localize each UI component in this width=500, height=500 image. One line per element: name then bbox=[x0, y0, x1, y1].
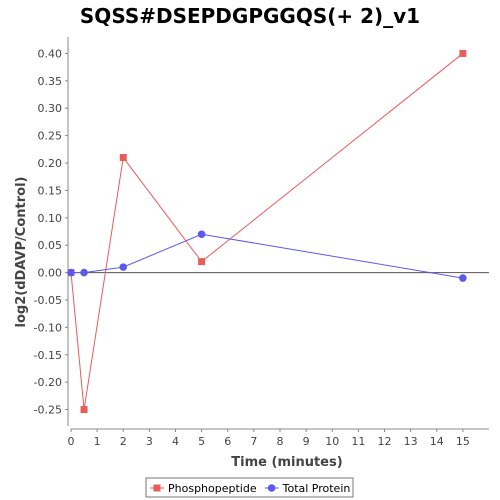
y-tick-label: 0.25 bbox=[38, 130, 63, 143]
x-tick-label: 0 bbox=[68, 435, 75, 448]
series-layer bbox=[67, 49, 467, 414]
legend-label: Total Protein bbox=[282, 482, 351, 495]
legend-marker bbox=[153, 484, 161, 492]
x-axis-ticks: 0 1 2 3 4 5 6 7 8 9 10 11 12 13 14 15 bbox=[68, 429, 470, 448]
data-point bbox=[119, 263, 128, 271]
y-tick-label: -0.25 bbox=[34, 404, 62, 417]
chart-title: SQSS#DSEPDGPGGQS(+ 2)_v1 bbox=[80, 4, 420, 28]
data-point bbox=[80, 406, 88, 414]
y-tick-label: 0.00 bbox=[38, 267, 63, 280]
x-tick-label: 10 bbox=[325, 435, 339, 448]
x-tick-label: 3 bbox=[146, 435, 153, 448]
x-tick-label: 11 bbox=[351, 435, 365, 448]
y-tick-label: 0.10 bbox=[38, 212, 63, 225]
y-axis-ticks: -0.25 -0.20 -0.15 -0.10 -0.05 0.00 0.05 0.10 0.1… bbox=[34, 47, 68, 417]
data-point bbox=[119, 154, 127, 162]
x-tick-label: 1 bbox=[94, 435, 101, 448]
x-tick-label: 12 bbox=[378, 435, 392, 448]
y-tick-label: -0.15 bbox=[34, 349, 62, 362]
data-point bbox=[198, 258, 206, 266]
x-tick-label: 4 bbox=[172, 435, 179, 448]
y-axis-label: log2(dDAVP/Control) bbox=[14, 177, 29, 328]
plot-area bbox=[71, 37, 489, 426]
x-tick-label: 14 bbox=[430, 435, 444, 448]
y-tick-label: -0.10 bbox=[34, 321, 62, 334]
y-tick-label: 0.05 bbox=[38, 239, 63, 252]
data-point bbox=[197, 230, 206, 239]
series-total-protein bbox=[67, 230, 467, 282]
data-point bbox=[67, 268, 75, 277]
y-tick-label: -0.20 bbox=[34, 376, 62, 389]
data-point bbox=[80, 268, 88, 277]
y-tick-label: 0.30 bbox=[38, 102, 63, 115]
x-tick-label: 15 bbox=[456, 435, 470, 448]
data-point bbox=[459, 274, 467, 282]
y-tick-label: -0.05 bbox=[34, 294, 62, 307]
x-tick-label: 2 bbox=[120, 435, 127, 448]
legend: Phosphopeptide Total Protein bbox=[145, 477, 354, 498]
legend-box bbox=[145, 477, 354, 498]
y-tick-label: 0.15 bbox=[38, 184, 63, 197]
x-tick-label: 13 bbox=[404, 435, 418, 448]
legend-marker bbox=[267, 484, 276, 492]
legend-item: Total Protein bbox=[264, 482, 351, 495]
x-tick-label: 7 bbox=[250, 435, 257, 448]
y-tick-label: 0.40 bbox=[38, 47, 63, 60]
x-tick-label: 8 bbox=[277, 435, 284, 448]
x-tick-label: 6 bbox=[224, 435, 231, 448]
legend-item: Phosphopeptide bbox=[150, 482, 257, 495]
x-axis-label: Time (minutes) bbox=[231, 455, 342, 470]
y-tick-label: 0.20 bbox=[38, 157, 63, 170]
y-tick-label: 0.35 bbox=[38, 75, 63, 88]
x-tick-label: 9 bbox=[303, 435, 310, 448]
legend-label: Phosphopeptide bbox=[168, 482, 257, 495]
x-tick-label: 5 bbox=[198, 435, 205, 448]
data-point bbox=[459, 49, 467, 57]
